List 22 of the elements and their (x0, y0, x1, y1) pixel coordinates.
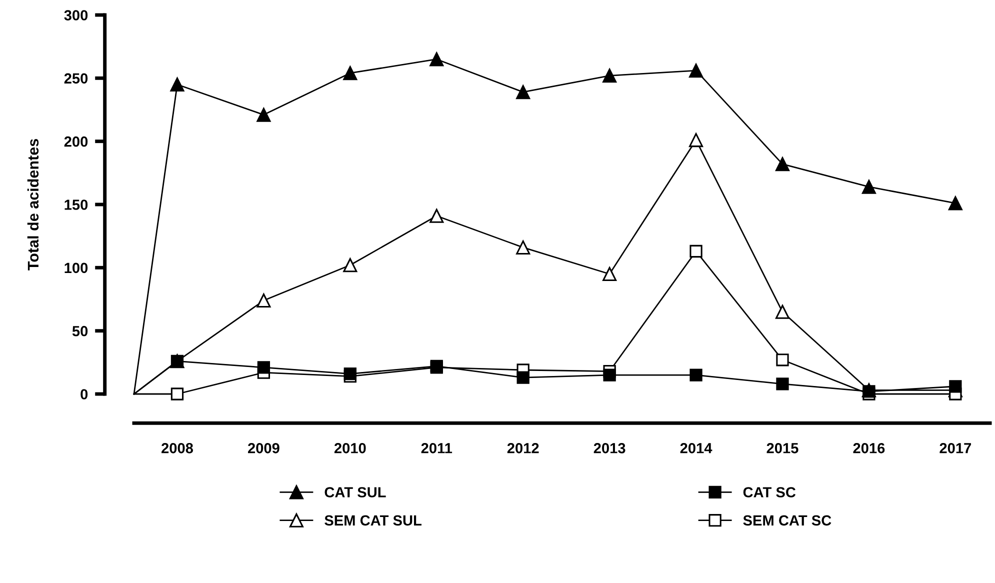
y-tick-label: 0 (80, 389, 88, 400)
legend-label: SEM CAT SC (743, 515, 832, 526)
y-tick-label: 50 (72, 326, 88, 336)
y-tick-label: 150 (64, 200, 88, 210)
x-tick-label: 2008 (162, 442, 194, 454)
x-tick-label: 2010 (334, 442, 366, 454)
x-tick-label: 2012 (507, 442, 539, 454)
x-tick-label: 2014 (680, 442, 712, 454)
y-tick-label: 300 (64, 10, 88, 20)
y-tick-label: 250 (64, 73, 88, 84)
x-tick-label: 2017 (940, 442, 971, 454)
legend-label: CAT SC (743, 487, 796, 498)
legend-label: SEM CAT SUL (324, 515, 422, 526)
x-tick-label: 2015 (766, 442, 798, 454)
y-axis-title: Total de acidentes (27, 139, 39, 270)
y-tick-label: 100 (64, 262, 88, 274)
legend-label: CAT SUL (324, 487, 386, 498)
x-tick-label: 2009 (248, 442, 280, 454)
x-tick-label: 2011 (421, 442, 452, 454)
x-tick-label: 2013 (594, 442, 626, 454)
x-tick-label: 2016 (853, 442, 885, 454)
y-tick-label: 200 (64, 136, 88, 147)
